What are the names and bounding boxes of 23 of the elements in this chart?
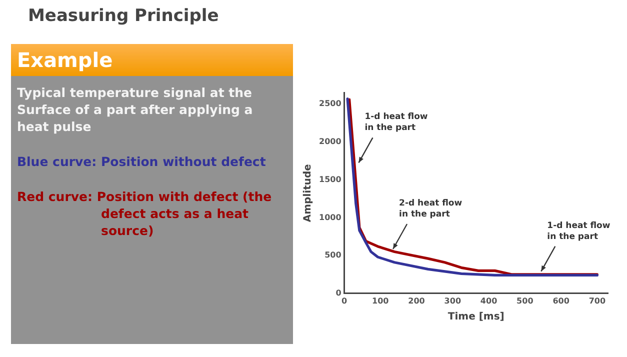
- annotation: 2-d heat flow in the part: [399, 198, 462, 220]
- y-tick-label: 1500: [319, 174, 342, 184]
- x-tick-label: 600: [552, 296, 570, 306]
- y-tick-label: 500: [324, 250, 342, 260]
- x-tick-label: 100: [372, 296, 390, 306]
- y-tick-label: 2000: [319, 137, 342, 146]
- x-axis-title: Time [ms]: [448, 312, 504, 323]
- x-tick-label: 500: [516, 296, 534, 306]
- text: Typical temperature signal at the Surface of a part after applying a heat pulse: [16, 84, 254, 136]
- x-tick-label: 700: [588, 296, 606, 306]
- text: Red curve: Position with defect (the defect acts as a heat source): [16, 188, 273, 240]
- x-tick-label: 300: [444, 296, 462, 306]
- y-tick-label: 0: [336, 288, 342, 298]
- x-tick-label: 400: [480, 296, 498, 306]
- annotation: 1-d heat flow in the part: [547, 220, 610, 242]
- y-tick-label: 2500: [319, 99, 342, 108]
- annotation: 1-d heat flow in the part: [364, 112, 428, 134]
- y-axis-title: Amplitude: [302, 164, 314, 222]
- text: Example: [11, 44, 293, 76]
- y-tick-label: 1000: [319, 212, 342, 222]
- x-tick-label: 200: [408, 296, 426, 306]
- text: Blue curve: Position without defect: [16, 153, 267, 171]
- text: Measuring Principle: [28, 6, 219, 26]
